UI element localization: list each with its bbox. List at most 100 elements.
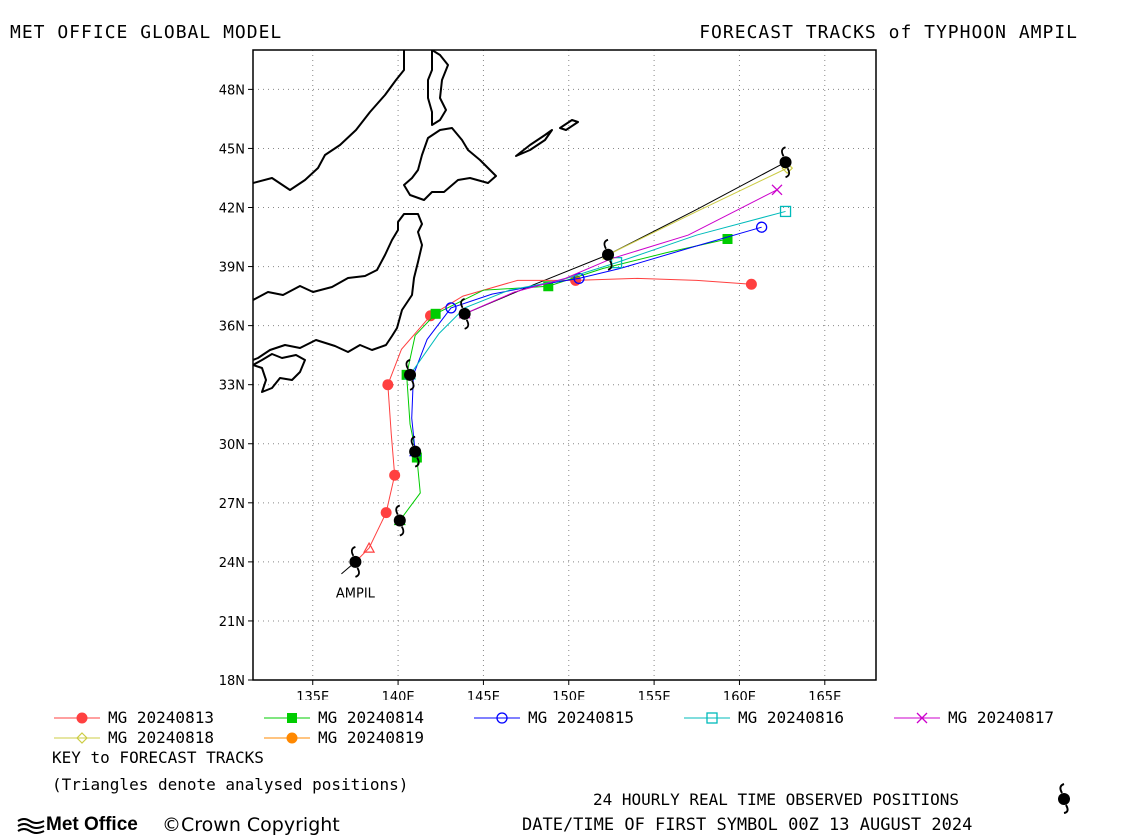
observed-positions <box>341 146 792 578</box>
datetime-label: DATE/TIME OF FIRST SYMBOL 00Z 13 AUGUST … <box>522 815 973 835</box>
coastline-sakhalin <box>427 50 449 126</box>
track-marker <box>430 308 441 319</box>
storm-arm <box>350 546 356 557</box>
legend-swatch <box>264 713 310 723</box>
typhoon-symbol-icon <box>458 297 471 330</box>
storm-arm <box>405 358 411 370</box>
logo-text: Met Office <box>46 814 138 835</box>
legend-swatch <box>54 732 100 744</box>
lat-tick-label: 18N <box>219 674 245 689</box>
lat-tick-label: 27N <box>219 497 245 512</box>
track-marker <box>445 302 457 314</box>
lat-tick-label: 30N <box>219 438 245 453</box>
axis-ticks: 135E 140E 145E 150E 155E 160E 165E 18N 21N 24N 27N… <box>219 83 842 700</box>
storm-core <box>393 514 406 527</box>
track-marker <box>722 234 733 244</box>
lon-tick-label: 155E <box>638 690 671 700</box>
track-line <box>399 238 728 521</box>
typhoon-symbol-icon <box>602 238 615 271</box>
legend-marker <box>76 732 88 744</box>
title-right: FORECAST TRACKS of TYPHOON AMPIL <box>699 22 1078 43</box>
legend-marker <box>287 713 297 723</box>
legend-marker <box>916 712 928 724</box>
storm-core <box>409 445 422 458</box>
lat-tick-label: 21N <box>219 615 245 630</box>
lon-tick-label: 150E <box>552 690 585 700</box>
coastlines <box>253 50 579 393</box>
storm-tail <box>341 561 356 575</box>
map-background <box>253 50 876 680</box>
track-marker <box>755 221 768 233</box>
legend-swatch <box>54 712 100 724</box>
lat-tick-label: 48N <box>219 83 245 98</box>
track-line <box>607 167 788 256</box>
legend-label: MG 20240816 <box>738 708 844 727</box>
lat-tick-label: 45N <box>219 142 245 157</box>
analysed-position-marker <box>363 541 376 553</box>
legend-label: MG 20240814 <box>318 708 424 727</box>
legend-label: MG 20240813 <box>108 708 214 727</box>
lat-tick-label: 33N <box>219 379 245 394</box>
lon-tick-label: 135E <box>296 690 329 700</box>
coastline-hokkaido <box>403 127 497 201</box>
lon-tick-label: 145E <box>467 690 500 700</box>
legend-swatch <box>894 712 940 724</box>
copyright: ©Crown Copyright <box>162 814 340 836</box>
forecast-track-map: 135E 140E 145E 150E 155E 160E 165E 18N 21N 24N 27N… <box>219 49 877 700</box>
met-office-logo: Met Office <box>16 814 138 836</box>
legend-swatch <box>474 712 520 724</box>
storm-arm <box>781 146 786 157</box>
lon-tick-label: 165E <box>808 690 841 700</box>
storm-arm <box>399 526 405 537</box>
legend-label: MG 20240817 <box>948 708 1054 727</box>
storm-core <box>779 156 792 169</box>
storm-arm <box>355 567 360 578</box>
observed-positions-label: 24 HOURLY REAL TIME OBSERVED POSITIONS <box>593 790 960 809</box>
map-frame <box>252 49 877 681</box>
track-line <box>355 277 752 563</box>
met-office-waves-icon <box>17 817 45 834</box>
track-marker <box>745 278 757 290</box>
typhoon-symbol-icon <box>393 504 406 537</box>
legend-label: MG 20240819 <box>318 728 424 747</box>
typhoon-symbol-icon <box>779 146 792 179</box>
storm-arm <box>409 380 415 391</box>
storm-arm <box>464 319 470 330</box>
storm-arm <box>410 435 416 447</box>
legend-marker <box>496 712 508 724</box>
track-marker <box>382 379 394 391</box>
lat-tick-label: 24N <box>219 556 245 571</box>
legend-label: MG 20240815 <box>528 708 634 727</box>
track-marker <box>389 469 401 481</box>
track-line <box>464 189 778 315</box>
track-line <box>409 210 786 376</box>
storm-arm <box>607 260 613 271</box>
lon-tick-label: 140E <box>382 690 415 700</box>
track-marker <box>779 205 792 218</box>
legend-marker <box>286 732 298 744</box>
storm-core <box>458 307 471 320</box>
storm-arm <box>395 504 401 515</box>
track-marker <box>543 281 554 292</box>
lon-tick-label: 160E <box>723 690 756 700</box>
map-grid <box>253 50 876 681</box>
track-marker <box>411 452 422 463</box>
legend-swatch <box>264 732 310 744</box>
storm-arm <box>785 167 791 179</box>
legend-marker <box>706 712 718 724</box>
legend-label: MG 20240818 <box>108 728 214 747</box>
legend-swatch <box>684 712 730 724</box>
coastline-kurils <box>515 119 579 157</box>
lat-tick-label: 42N <box>219 202 245 217</box>
storm-arm <box>460 297 465 309</box>
typhoon-symbol-icon <box>1058 783 1070 814</box>
coastline-kyushu <box>253 353 306 393</box>
typhoon-symbol-icon <box>404 358 417 391</box>
typhoon-symbol-icon <box>409 435 422 468</box>
lat-tick-label: 36N <box>219 320 245 335</box>
lat-tick-label: 39N <box>219 261 245 276</box>
storm-core <box>404 368 417 381</box>
storm-arm <box>603 238 609 250</box>
legend-marker <box>76 712 88 724</box>
key-title: KEY to FORECAST TRACKS <box>52 748 264 767</box>
